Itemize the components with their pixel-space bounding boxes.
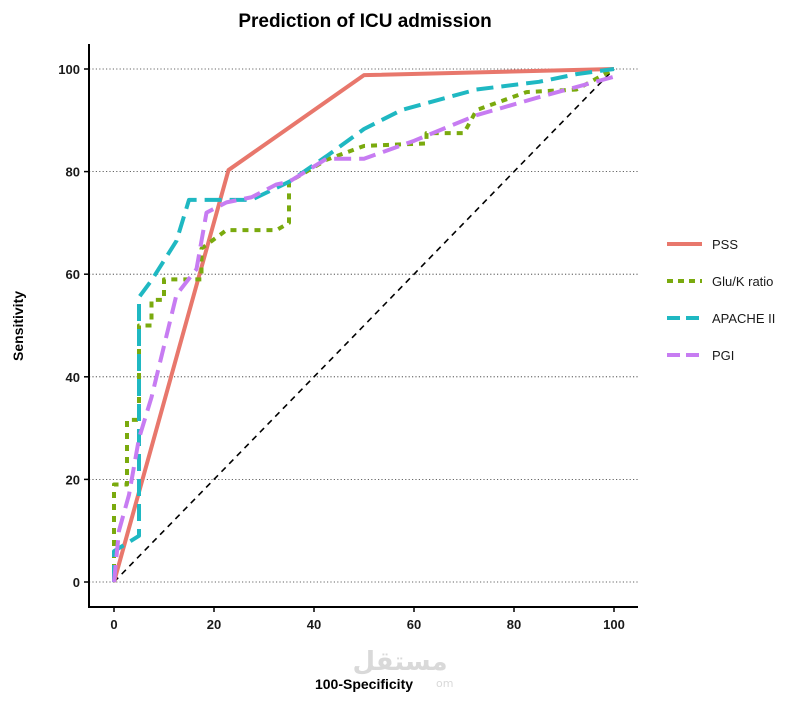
y-tick-label-0: 0 [73, 575, 80, 590]
series-line-apache-ii [112, 67, 615, 582]
legend-label-pgi: PGI [712, 348, 734, 363]
y-tick-label-40: 40 [66, 370, 80, 385]
series-line-pgi [112, 74, 615, 583]
x-axis-title: 100-Specificity [315, 676, 413, 692]
y-tick-label-20: 20 [66, 472, 80, 487]
legend-label-pss: PSS [712, 237, 738, 252]
series-lines [112, 67, 615, 583]
y-tick-label-80: 80 [66, 165, 80, 180]
watermark: مستقل om [352, 647, 453, 690]
x-tick-label-0: 0 [110, 617, 117, 632]
legend-label-apache-ii: APACHE II [712, 311, 775, 326]
watermark-logo: مستقل [352, 647, 447, 677]
y-tick-label-60: 60 [66, 267, 80, 282]
reference-diagonal [113, 68, 615, 583]
y-tick-label-100: 100 [58, 62, 80, 77]
legend-label-glu-k-ratio: Glu/K ratio [712, 274, 773, 289]
legend: PSS Glu/K ratio APACHE II PGI [667, 237, 775, 363]
chart-title: Prediction of ICU admission [238, 11, 491, 32]
x-tick-label-80: 80 [507, 617, 521, 632]
x-tick-label-20: 20 [207, 617, 221, 632]
y-axis-title: Sensitivity [10, 291, 26, 361]
series-line-pss [112, 67, 615, 583]
y-axis-ticks: 0 20 40 60 80 100 [58, 62, 89, 590]
axes [88, 44, 638, 608]
reference-line [113, 68, 615, 583]
watermark-suffix: om [436, 677, 453, 690]
x-axis-ticks: 0 20 40 60 80 100 [110, 607, 625, 632]
x-tick-label-40: 40 [307, 617, 321, 632]
x-tick-label-100: 100 [603, 617, 625, 632]
x-tick-label-60: 60 [407, 617, 421, 632]
